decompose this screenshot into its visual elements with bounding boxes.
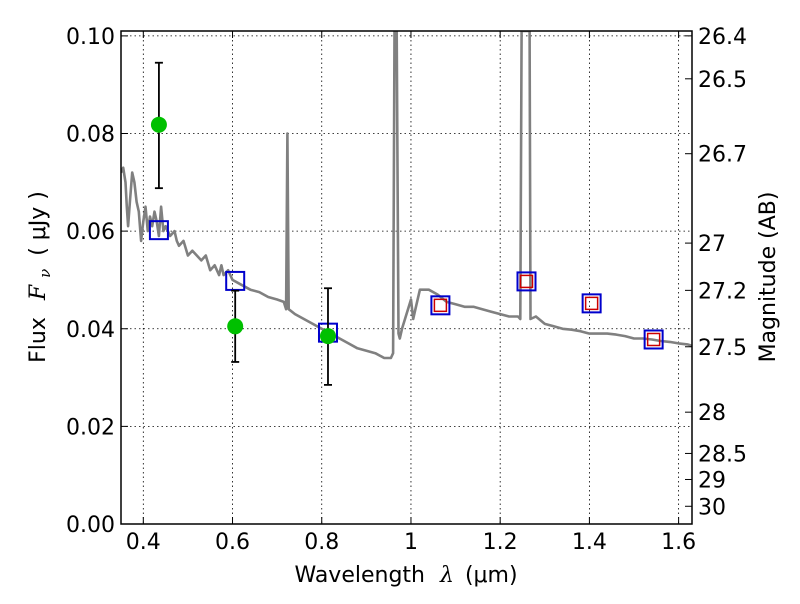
model-square-marker xyxy=(148,220,169,241)
plot-frame xyxy=(120,30,693,525)
y2-tick-label: 29 xyxy=(698,468,726,493)
model-square-inner xyxy=(519,274,534,289)
observed-point xyxy=(227,318,244,335)
y2-tick-label: 28 xyxy=(698,401,726,426)
plot-area xyxy=(121,31,692,386)
y2-tick-label: 26.4 xyxy=(698,25,747,50)
x-tick-label: 1.4 xyxy=(572,530,607,555)
model-square-marker xyxy=(581,293,602,314)
x-axis-title-unit: (μm) xyxy=(465,563,518,588)
model-square-marker xyxy=(430,295,451,316)
y-tick-label: 0.04 xyxy=(66,318,115,343)
model-square-inner xyxy=(433,298,448,313)
y-axis-title-symbol: F xyxy=(26,284,51,301)
model-square-inner xyxy=(584,296,599,311)
x-tick-label: 0.4 xyxy=(126,530,161,555)
y-axis-title-subscript: ν xyxy=(36,269,54,278)
y-tick-label: 0.06 xyxy=(66,220,115,245)
y-tick-label: 0.02 xyxy=(66,415,115,440)
grid-lines xyxy=(121,31,692,525)
x-tick-label: 0.6 xyxy=(215,530,250,555)
observed-point xyxy=(150,116,167,133)
y2-tick-label: 26.5 xyxy=(698,68,747,93)
x-axis-title-symbol: λ xyxy=(439,563,454,588)
x-tick-label: 0.8 xyxy=(304,530,339,555)
y-tick-label: 0.08 xyxy=(66,123,115,148)
y2-tick-label: 26.7 xyxy=(698,143,747,168)
y2-tick-label: 27.5 xyxy=(698,336,747,361)
model-square-marker xyxy=(643,329,664,350)
x-tick-label: 1.2 xyxy=(483,530,518,555)
model-square-marker xyxy=(516,271,537,292)
y2-tick-label: 27.2 xyxy=(698,279,747,304)
model-square-inner xyxy=(646,332,661,347)
x-tick-label: 1 xyxy=(404,530,418,555)
y-tick-label: 0.10 xyxy=(66,25,115,50)
y-tick-label: 0.00 xyxy=(66,513,115,538)
x-axis-title-prefix: Wavelength xyxy=(294,563,425,588)
y2-tick-label: 28.5 xyxy=(698,442,747,467)
y2-axis-title: Magnitude (AB) xyxy=(756,192,781,363)
y2-tick-label: 30 xyxy=(698,495,726,520)
axis-ticks: 0.4 0.6 0.8 1 1.2 1.4 1.6 0.00 0.02 0.04 0.06 0.08 0… xyxy=(66,25,747,555)
sed-line xyxy=(121,31,692,360)
y-axis-title: Flux F ν ( μJy ) xyxy=(26,191,56,363)
observed-point xyxy=(319,328,336,345)
y2-tick-label: 27 xyxy=(698,232,726,257)
y-axis-title-unit: ( μJy ) xyxy=(26,191,51,256)
x-axis-title: Wavelength λ (μm) xyxy=(294,563,517,588)
x-tick-label: 1.6 xyxy=(661,530,696,555)
y-axis-title-prefix: Flux xyxy=(26,317,51,363)
